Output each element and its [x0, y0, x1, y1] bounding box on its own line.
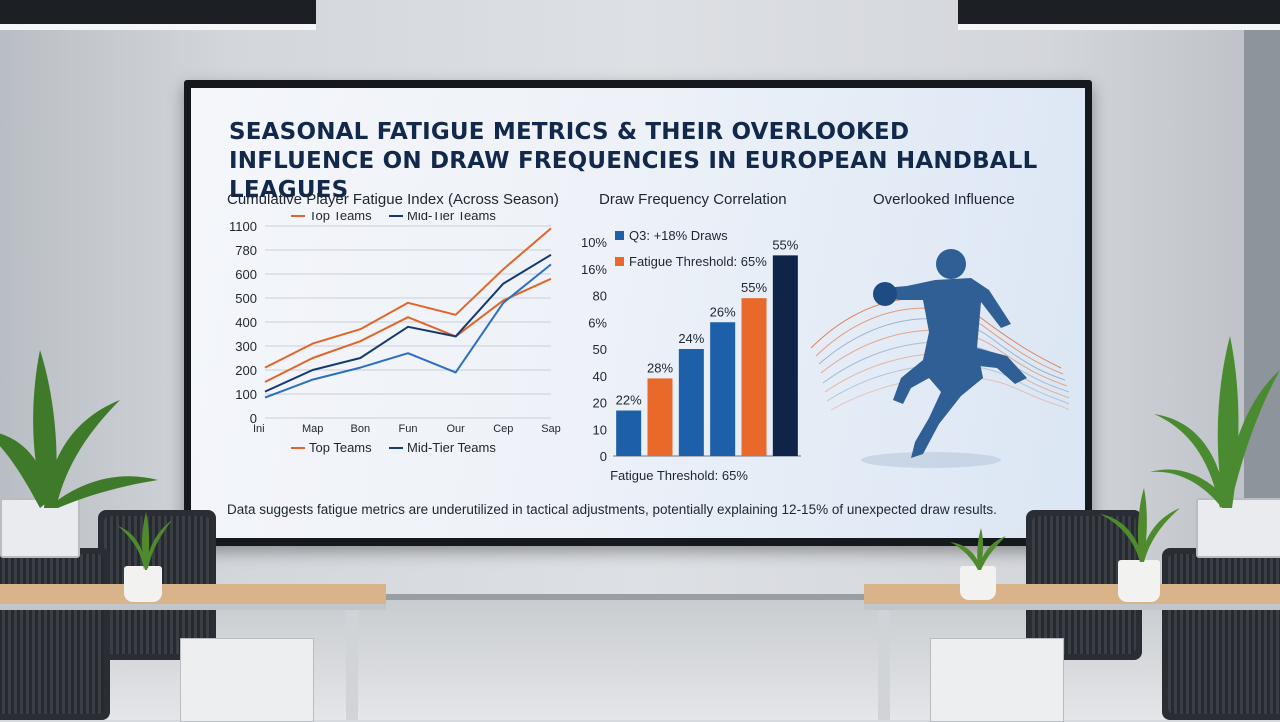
figure-title: Overlooked Influence: [873, 191, 1015, 208]
player-shadow: [861, 452, 1001, 468]
line-y-tick-label: 200: [235, 363, 257, 378]
bar-value-label: 55%: [741, 280, 767, 295]
line-series: [264, 253, 552, 393]
bar-y-tick-label: 6%: [588, 315, 607, 330]
line-y-tick-label: 780: [235, 243, 257, 258]
bar-value-label: 55%: [772, 237, 798, 252]
bar: [741, 298, 767, 456]
desktop-monitor: [1196, 498, 1280, 558]
bar-y-tick-label: 20: [593, 396, 607, 411]
line-y-tick-label: 600: [235, 267, 257, 282]
line-series: [264, 227, 552, 369]
bar-y-tick-label: 10%: [581, 235, 607, 250]
legend-swatch: [615, 257, 624, 266]
bar: [647, 378, 673, 456]
bar-value-label: 26%: [710, 304, 736, 319]
desk-leg: [346, 610, 358, 720]
plant-pot: [960, 566, 996, 600]
bar-y-tick-label: 10: [593, 422, 607, 437]
line-x-tick-label: Cep: [493, 423, 513, 435]
line-x-tick-label: Fun: [399, 423, 418, 435]
plant-pot: [124, 566, 162, 602]
slide-footnote: Data suggests fatigue metrics are underu…: [227, 502, 997, 517]
slide-title: SEASONAL FATIGUE METRICS & THEIR OVERLOO…: [229, 119, 1038, 203]
line-y-tick-label: 300: [235, 339, 257, 354]
bar-y-tick-label: 0: [600, 449, 607, 464]
bar-value-label: 24%: [678, 331, 704, 346]
handball-ball: [873, 282, 897, 306]
line-y-tick-label: 400: [235, 315, 257, 330]
legend-label: Top Teams: [309, 212, 372, 223]
legend-swatch: [615, 231, 624, 240]
potted-plant: [950, 528, 1006, 570]
desk-drawer: [180, 638, 314, 722]
potted-plant: [1100, 488, 1180, 562]
legend-label: Mid-Tier Teams: [407, 440, 496, 455]
bar: [616, 410, 642, 456]
bar-y-tick-label: 16%: [581, 262, 607, 277]
bar-value-label: 22%: [616, 393, 642, 408]
baseboard: [0, 594, 1280, 602]
legend-label: Fatigue Threshold: 65%: [629, 254, 767, 269]
line-x-tick-label: Our: [446, 423, 465, 435]
wall-display: SEASONAL FATIGUE METRICS & THEIR OVERLOO…: [184, 80, 1092, 546]
line-series: [264, 263, 552, 399]
potted-plant: [118, 512, 172, 570]
bar: [772, 255, 798, 456]
line-y-tick-label: 0: [250, 411, 257, 426]
desk-leg: [878, 610, 890, 720]
office-desk: [0, 584, 386, 610]
line-x-tick-label: Ini: [253, 423, 265, 435]
handball-player-illustration: [811, 249, 1070, 468]
bar-value-label: 28%: [647, 360, 673, 375]
office-chair: [1162, 548, 1280, 720]
bar-chart-xlabel: Fatigue Threshold: 65%: [610, 468, 748, 483]
bar-y-tick-label: 80: [593, 289, 607, 304]
line-x-tick-label: Map: [302, 423, 323, 435]
line-y-tick-label: 100: [235, 387, 257, 402]
line-y-tick-label: 500: [235, 291, 257, 306]
legend-label: Mid-Tier Teams: [407, 212, 496, 223]
line-series: [264, 277, 552, 383]
ceiling-light: [0, 0, 316, 30]
office-desk: [864, 584, 1280, 610]
ceiling-light: [958, 0, 1280, 30]
line-chart-title: Cumulative Player Fatigue Index (Across …: [227, 191, 559, 208]
desk-drawer: [930, 638, 1064, 722]
plant-pot: [1118, 560, 1160, 602]
line-x-tick-label: Bon: [351, 423, 371, 435]
bar: [710, 322, 736, 456]
bar-y-tick-label: 40: [593, 369, 607, 384]
large-plant-right: [1150, 336, 1280, 508]
presentation-slide: SEASONAL FATIGUE METRICS & THEIR OVERLOO…: [191, 88, 1085, 538]
player-silhouette: [883, 249, 1027, 458]
line-y-tick-label: 1100: [229, 219, 257, 234]
line-chart: 1100 780 600 500 400 300 200 100 0 Ini Map Bon Fun O…: [229, 212, 561, 455]
large-plant-left: [0, 350, 158, 508]
line-x-tick-label: Sap: [541, 423, 561, 435]
bar-chart: 10% 16% 80 6% 50 40 20 10 0 22% 28% 24% 26% 55% 55% Q…: [581, 228, 801, 483]
bar-y-tick-label: 50: [593, 342, 607, 357]
legend-label: Q3: +18% Draws: [629, 228, 728, 243]
bar: [678, 349, 704, 456]
bar-chart-title: Draw Frequency Correlation: [599, 191, 787, 208]
legend-label: Top Teams: [309, 440, 372, 455]
office-chair: [0, 548, 110, 720]
